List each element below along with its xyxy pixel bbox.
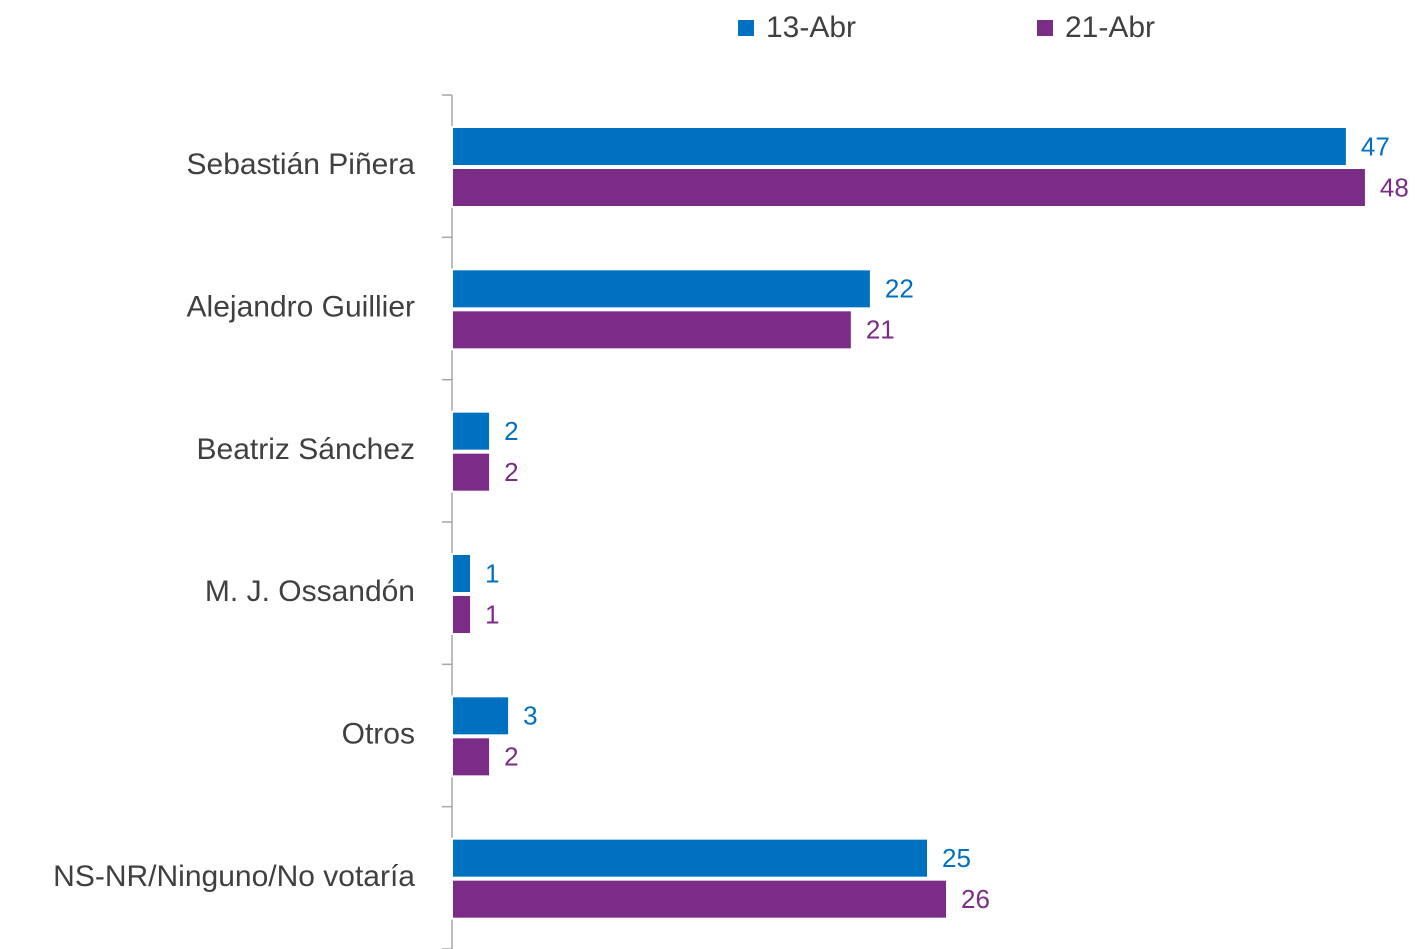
bar xyxy=(451,878,949,920)
category-label: Alejandro Guillier xyxy=(187,290,415,323)
value-label: 1 xyxy=(485,558,499,588)
value-label: 21 xyxy=(866,315,895,345)
category-label: NS-NR/Ninguno/No votaría xyxy=(53,860,415,893)
bar xyxy=(451,126,1348,167)
bar xyxy=(451,167,1367,208)
bar xyxy=(451,309,853,351)
legend-label: 13-Abr xyxy=(766,11,856,44)
value-label: 2 xyxy=(504,742,518,772)
value-label: 2 xyxy=(504,457,518,487)
bar xyxy=(451,837,929,879)
legend-swatch xyxy=(1037,20,1053,36)
legend-label: 21-Abr xyxy=(1065,11,1155,44)
value-label: 3 xyxy=(523,701,537,731)
value-label: 1 xyxy=(485,599,499,629)
category-label: M. J. Ossandón xyxy=(205,575,415,608)
value-label: 22 xyxy=(885,274,914,304)
value-label: 47 xyxy=(1361,131,1390,161)
value-label: 48 xyxy=(1380,172,1409,202)
value-label: 2 xyxy=(504,416,518,446)
bar xyxy=(451,594,473,635)
bar xyxy=(451,268,872,310)
bar xyxy=(451,553,473,594)
category-label: Otros xyxy=(342,717,415,750)
bar xyxy=(451,410,492,452)
bar xyxy=(451,451,492,493)
category-label: Sebastián Piñera xyxy=(187,148,416,181)
value-label: 26 xyxy=(961,884,990,914)
category-label: Beatriz Sánchez xyxy=(197,433,415,466)
bar xyxy=(451,695,511,737)
legend-swatch xyxy=(738,20,754,36)
value-label: 25 xyxy=(942,843,971,873)
bar xyxy=(451,736,492,778)
